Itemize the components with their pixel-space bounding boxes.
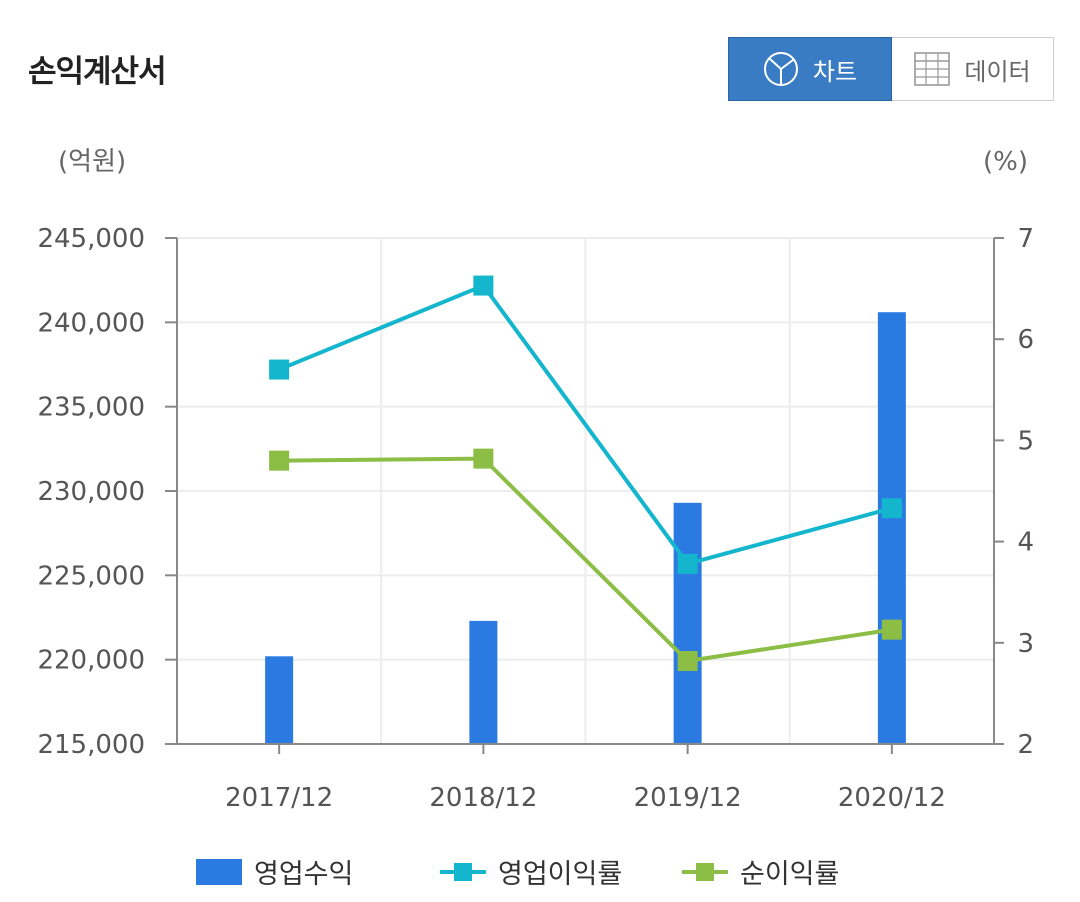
right-tick-label: 3 xyxy=(1017,629,1034,659)
right-tick-label: 4 xyxy=(1017,528,1034,558)
legend-swatch-op-line xyxy=(440,862,486,881)
right-tick-label: 5 xyxy=(1017,426,1034,456)
pie-chart-icon xyxy=(763,52,798,86)
right-axis-unit: (%) xyxy=(983,147,1028,177)
series-line-영업이익률 xyxy=(278,283,893,566)
x-tick-label: 2018/12 xyxy=(429,783,537,813)
left-axis-unit: (억원) xyxy=(58,147,126,177)
legend-label-operating-margin: 영업이익률 xyxy=(498,859,623,890)
legend-item-operating-margin[interactable]: 영업이익률 xyxy=(440,852,622,891)
left-tick-label: 230,000 xyxy=(37,477,145,507)
data-view-button[interactable]: 데이터 xyxy=(892,37,1054,101)
legend-item-revenue[interactable]: 영업수익 xyxy=(196,852,353,891)
income-statement-chart: (억원) (%) 215,000220,000225,000230,000235… xyxy=(37,147,1034,813)
chart-view-label: 차트 xyxy=(812,57,858,86)
x-tick-label: 2017/12 xyxy=(225,783,333,813)
point-순이익률-2020/12 xyxy=(881,619,902,640)
point-순이익률-2019/12 xyxy=(677,651,698,672)
left-tick-label: 225,000 xyxy=(37,561,145,591)
bar-2019/12 xyxy=(673,502,702,744)
left-tick-label: 240,000 xyxy=(37,308,145,338)
legend-item-net-margin[interactable]: 순이익률 xyxy=(682,852,839,891)
point-영업이익률-2020/12 xyxy=(881,498,902,519)
bar-2020/12 xyxy=(877,312,906,744)
point-영업이익률-2017/12 xyxy=(269,359,290,380)
point-순이익률-2017/12 xyxy=(269,450,290,471)
data-view-label: 데이터 xyxy=(964,57,1031,86)
right-tick-label: 2 xyxy=(1017,730,1034,760)
point-영업이익률-2019/12 xyxy=(677,553,698,574)
right-tick-label: 6 xyxy=(1017,325,1034,355)
x-tick-label: 2020/12 xyxy=(838,783,946,813)
bar-2018/12 xyxy=(469,620,498,744)
legend-swatch-bar xyxy=(196,858,242,885)
point-순이익률-2018/12 xyxy=(473,448,494,469)
legend-label-net-margin: 순이익률 xyxy=(740,859,840,890)
bar-2017/12 xyxy=(265,656,294,744)
series-line-순이익률 xyxy=(279,456,893,664)
view-toggle: 차트 데이터 xyxy=(728,37,1054,101)
legend-label-revenue: 영업수익 xyxy=(254,859,354,890)
point-영업이익률-2018/12 xyxy=(473,275,494,296)
legend-swatch-net-line xyxy=(682,862,728,881)
chart-legend: 영업수익 영업이익률 순이익률 xyxy=(0,852,1080,892)
page-title: 손익계산서 xyxy=(28,54,167,90)
left-tick-label: 220,000 xyxy=(37,646,145,676)
left-tick-label: 215,000 xyxy=(37,730,145,760)
left-tick-label: 235,000 xyxy=(37,393,145,423)
right-tick-label: 7 xyxy=(1017,224,1034,254)
chart-view-button[interactable]: 차트 xyxy=(728,37,892,101)
x-tick-label: 2019/12 xyxy=(634,783,742,813)
table-grid-icon xyxy=(914,52,951,86)
left-tick-label: 245,000 xyxy=(37,224,145,254)
